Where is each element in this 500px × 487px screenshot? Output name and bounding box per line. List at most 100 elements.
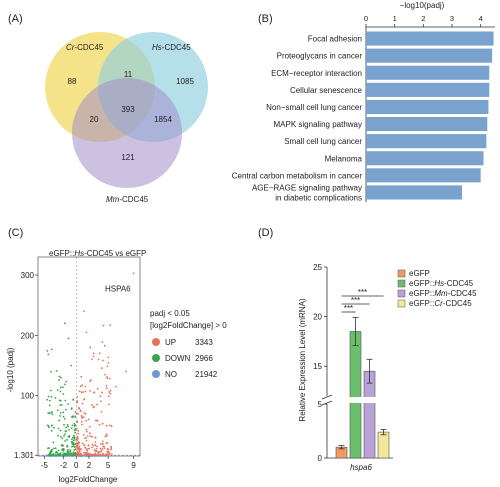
c-point xyxy=(98,352,101,355)
c-point xyxy=(92,355,95,358)
c-point xyxy=(63,435,65,437)
c-point xyxy=(101,440,104,443)
d-axis-break xyxy=(321,394,333,406)
c-point xyxy=(64,383,66,386)
c-point xyxy=(114,385,117,388)
c-legend-down-label: DOWN xyxy=(165,354,191,363)
c-legend-up-count: 3343 xyxy=(195,338,213,347)
c-xtick-label: 2 xyxy=(87,461,92,470)
c-point xyxy=(80,391,83,394)
c-xtick-label: -5 xyxy=(41,461,49,470)
c-point xyxy=(72,441,75,444)
c-point xyxy=(60,403,63,406)
venn-region-cr-hs: 11 xyxy=(124,70,133,79)
c-point xyxy=(107,448,110,451)
c-point xyxy=(66,423,69,426)
c-point xyxy=(91,446,93,449)
c-point xyxy=(106,377,109,380)
c-point xyxy=(86,449,89,452)
c-point xyxy=(62,393,65,395)
c-point xyxy=(82,391,85,393)
d-bar-break xyxy=(363,397,376,403)
c-point xyxy=(97,452,99,455)
c-point xyxy=(94,452,97,455)
b-xtick-label: 2 xyxy=(421,14,425,23)
b-bar xyxy=(366,48,493,63)
c-point xyxy=(89,454,91,456)
c-point xyxy=(52,426,55,429)
c-point xyxy=(48,404,51,407)
d-ytick-label: 0 xyxy=(318,454,323,463)
c-point xyxy=(98,423,101,426)
c-point xyxy=(74,451,77,454)
c-ticks: -5 -2 0 2 5 9 1.301 100 200 300 xyxy=(14,271,136,470)
d-legend: eGFPeGFP::Hs-CDC45eGFP::Mm-CDC45eGFP::Cr… xyxy=(397,269,477,308)
c-legend-no-label: NO xyxy=(165,370,177,379)
c-legend-title-1: padj < 0.05 xyxy=(150,309,190,318)
c-point xyxy=(56,389,59,391)
venn-label-hs: Hs-CDC45 xyxy=(152,43,191,52)
d-bar xyxy=(349,331,362,459)
c-point xyxy=(65,380,68,383)
d-y-label: Relative Expression Level (mRNA) xyxy=(298,298,307,421)
c-point xyxy=(86,452,89,455)
c-point xyxy=(73,445,76,448)
c-point xyxy=(78,390,81,393)
c-point xyxy=(80,375,83,378)
c-point xyxy=(85,439,88,442)
c-point xyxy=(101,391,103,394)
b-x-ticks: 0 1 2 3 4 xyxy=(364,14,483,27)
c-point xyxy=(47,412,50,414)
c-point xyxy=(54,397,57,399)
c-point xyxy=(66,444,69,447)
b-bar xyxy=(366,185,463,200)
c-point xyxy=(83,451,85,454)
c-point xyxy=(67,403,70,406)
d-ytick-label: 25 xyxy=(313,263,322,272)
c-point xyxy=(92,453,95,456)
c-point xyxy=(101,340,104,343)
c-point xyxy=(91,443,94,446)
c-point xyxy=(47,447,49,450)
panel-label-d: (D) xyxy=(258,227,273,239)
panel-label-b: (B) xyxy=(258,13,273,25)
c-point xyxy=(59,412,62,414)
c-point xyxy=(57,449,60,452)
c-point xyxy=(77,432,80,435)
c-point xyxy=(76,436,79,439)
c-point xyxy=(85,453,87,456)
c-point xyxy=(96,387,99,390)
c-point xyxy=(50,450,53,453)
c-point xyxy=(89,435,92,438)
c-ytick-label: 1.301 xyxy=(14,451,35,460)
c-point xyxy=(72,439,75,442)
c-point xyxy=(94,441,97,443)
c-point xyxy=(81,402,84,405)
c-point xyxy=(84,446,87,449)
c-legend-down-count: 2966 xyxy=(195,354,213,363)
c-point xyxy=(50,370,52,373)
c-point xyxy=(64,440,66,442)
c-point xyxy=(50,454,53,456)
d-legend-swatch xyxy=(397,289,406,298)
c-point xyxy=(105,442,108,445)
c-point xyxy=(74,424,77,426)
venn-diagram: Cr-CDC45 Hs-CDC45 Mm-CDC45 88 11 1085 39… xyxy=(45,32,208,204)
c-point xyxy=(103,344,106,347)
c-point xyxy=(64,433,66,435)
c-point xyxy=(108,403,110,406)
d-ytick-label: 15 xyxy=(313,362,322,371)
c-point xyxy=(59,454,61,456)
c-point xyxy=(46,424,49,427)
c-point xyxy=(62,415,65,418)
c-point xyxy=(105,453,108,455)
b-bar xyxy=(366,168,481,183)
c-ytick-label: 100 xyxy=(21,392,35,401)
c-point xyxy=(67,451,70,454)
c-point xyxy=(66,438,69,441)
c-point xyxy=(76,395,79,398)
c-point xyxy=(62,386,64,389)
c-point xyxy=(93,449,96,451)
c-point xyxy=(91,404,93,406)
b-category-label: AGE−RAGE signaling pathway xyxy=(252,183,362,192)
